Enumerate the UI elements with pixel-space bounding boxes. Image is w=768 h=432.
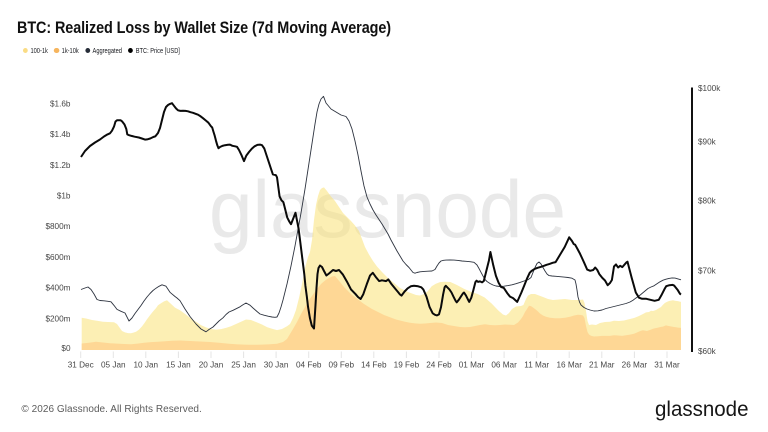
svg-text:26 Mar: 26 Mar <box>622 360 648 369</box>
svg-text:04 Feb: 04 Feb <box>296 360 322 369</box>
svg-text:14 Feb: 14 Feb <box>361 360 387 369</box>
svg-text:31 Mar: 31 Mar <box>654 360 680 369</box>
svg-text:$600m: $600m <box>45 253 70 262</box>
svg-text:19 Feb: 19 Feb <box>394 360 420 369</box>
svg-text:16 Mar: 16 Mar <box>556 360 582 369</box>
svg-text:$1.6b: $1.6b <box>50 99 71 108</box>
svg-text:01 Mar: 01 Mar <box>459 360 485 369</box>
svg-text:$800m: $800m <box>45 222 70 231</box>
svg-text:10 Jan: 10 Jan <box>134 360 159 369</box>
svg-text:31 Dec: 31 Dec <box>68 360 94 369</box>
svg-text:06 Mar: 06 Mar <box>491 360 517 369</box>
svg-text:$90k: $90k <box>698 137 717 146</box>
svg-text:$100k: $100k <box>698 84 721 93</box>
svg-text:$1.4b: $1.4b <box>50 130 71 139</box>
svg-text:glassnode: glassnode <box>655 398 749 421</box>
svg-text:21 Mar: 21 Mar <box>589 360 615 369</box>
svg-text:$0: $0 <box>61 344 71 353</box>
svg-text:$400m: $400m <box>45 284 70 293</box>
svg-text:$70k: $70k <box>698 266 717 275</box>
svg-text:$1b: $1b <box>57 192 71 201</box>
svg-text:24 Feb: 24 Feb <box>426 360 452 369</box>
svg-text:20 Jan: 20 Jan <box>199 360 224 369</box>
svg-text:05 Jan: 05 Jan <box>101 360 126 369</box>
svg-text:$200m: $200m <box>45 314 70 323</box>
svg-text:$60k: $60k <box>698 347 717 356</box>
svg-text:25 Jan: 25 Jan <box>231 360 256 369</box>
svg-text:09 Feb: 09 Feb <box>329 360 355 369</box>
svg-text:30 Jan: 30 Jan <box>264 360 289 369</box>
svg-text:$1.2b: $1.2b <box>50 161 71 170</box>
svg-text:11 Mar: 11 Mar <box>524 360 549 369</box>
svg-text:glassnode: glassnode <box>209 165 566 255</box>
svg-text:15 Jan: 15 Jan <box>166 360 191 369</box>
svg-text:$80k: $80k <box>698 196 717 205</box>
